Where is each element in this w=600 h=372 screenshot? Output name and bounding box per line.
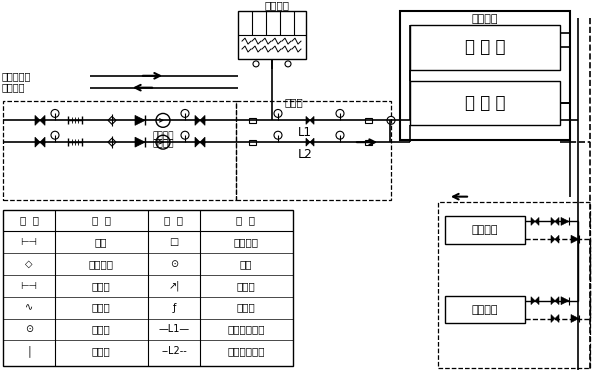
Text: 冷冻水回水管: 冷冻水回水管 (227, 346, 265, 356)
Bar (236, 100, 391, 200)
Polygon shape (535, 218, 539, 225)
Polygon shape (200, 115, 205, 125)
Polygon shape (555, 235, 559, 243)
Polygon shape (551, 235, 555, 243)
Text: ↗|: ↗| (169, 280, 179, 291)
Polygon shape (561, 297, 569, 305)
Polygon shape (135, 115, 145, 125)
Polygon shape (195, 137, 200, 147)
Text: 蒸 发 器: 蒸 发 器 (465, 93, 505, 112)
Text: ∿: ∿ (25, 302, 33, 312)
Text: ⊢⊣: ⊢⊣ (20, 237, 37, 247)
Text: ƒ: ƒ (172, 302, 176, 312)
Text: □: □ (169, 237, 179, 247)
Text: 冷冻水泵: 冷冻水泵 (152, 132, 174, 141)
Polygon shape (135, 137, 145, 147)
Polygon shape (306, 116, 310, 124)
Bar (3, 209, 293, 366)
Bar (410, 25, 560, 70)
Text: L2: L2 (298, 148, 313, 161)
Text: 浮球阀: 浮球阀 (92, 302, 110, 312)
Text: 空调末端: 空调末端 (472, 305, 498, 315)
Text: 接自来水管: 接自来水管 (2, 71, 31, 81)
Polygon shape (571, 235, 579, 243)
Bar (365, 140, 372, 145)
Text: 碟阀: 碟阀 (95, 237, 107, 247)
Polygon shape (531, 297, 535, 305)
Text: ⊙: ⊙ (170, 259, 178, 269)
Text: 排气阀: 排气阀 (236, 302, 256, 312)
Polygon shape (310, 138, 314, 146)
Text: 名  称: 名 称 (91, 215, 110, 225)
Bar (238, 12, 306, 59)
Text: 温度表: 温度表 (92, 346, 110, 356)
Text: ⊢⊣: ⊢⊣ (20, 281, 37, 291)
Polygon shape (571, 315, 579, 323)
Polygon shape (40, 115, 45, 125)
Text: 图  例: 图 例 (164, 215, 184, 225)
Text: 图  例: 图 例 (19, 215, 38, 225)
Polygon shape (555, 315, 559, 323)
Polygon shape (555, 297, 559, 305)
Polygon shape (531, 218, 535, 225)
Text: 膨胀水箱: 膨胀水箱 (265, 0, 290, 10)
Polygon shape (40, 137, 45, 147)
Bar (3, 100, 236, 200)
Bar (249, 118, 256, 124)
Polygon shape (555, 218, 559, 225)
Text: │: │ (26, 345, 32, 357)
Text: 过滤器: 过滤器 (92, 281, 110, 291)
Text: 一用一备: 一用一备 (152, 140, 174, 149)
Text: L1: L1 (298, 126, 312, 139)
Text: 水流开关: 水流开关 (89, 259, 113, 269)
Text: 压力表: 压力表 (92, 324, 110, 334)
Text: ⊙: ⊙ (25, 324, 33, 334)
Text: —L1—: —L1— (158, 324, 190, 334)
Text: 水泵: 水泵 (240, 259, 252, 269)
Polygon shape (310, 116, 314, 124)
Text: 冷冻水供水管: 冷冻水供水管 (227, 324, 265, 334)
Text: 接排水管: 接排水管 (2, 83, 25, 93)
Bar (445, 296, 525, 324)
Text: 膨胀管: 膨胀管 (284, 97, 304, 108)
Bar (249, 140, 256, 145)
Text: 冷 凝 器: 冷 凝 器 (465, 38, 505, 56)
Polygon shape (561, 218, 569, 225)
Polygon shape (35, 115, 40, 125)
Polygon shape (535, 297, 539, 305)
Polygon shape (306, 138, 310, 146)
Bar (438, 202, 590, 368)
Text: 止回阀: 止回阀 (236, 281, 256, 291)
Text: 避震接头: 避震接头 (233, 237, 259, 247)
Bar (410, 81, 560, 125)
Polygon shape (35, 137, 40, 147)
Bar (400, 12, 570, 140)
Polygon shape (195, 115, 200, 125)
Text: ◇: ◇ (25, 259, 33, 269)
Polygon shape (551, 218, 555, 225)
Polygon shape (200, 137, 205, 147)
Polygon shape (551, 315, 555, 323)
Bar (365, 118, 372, 124)
Text: --L2--: --L2-- (161, 346, 187, 356)
Text: 名  称: 名 称 (236, 215, 256, 225)
Bar (445, 217, 525, 244)
Text: 空调末端: 空调末端 (472, 225, 498, 235)
Polygon shape (551, 297, 555, 305)
Text: 冷水机组: 冷水机组 (472, 14, 498, 24)
